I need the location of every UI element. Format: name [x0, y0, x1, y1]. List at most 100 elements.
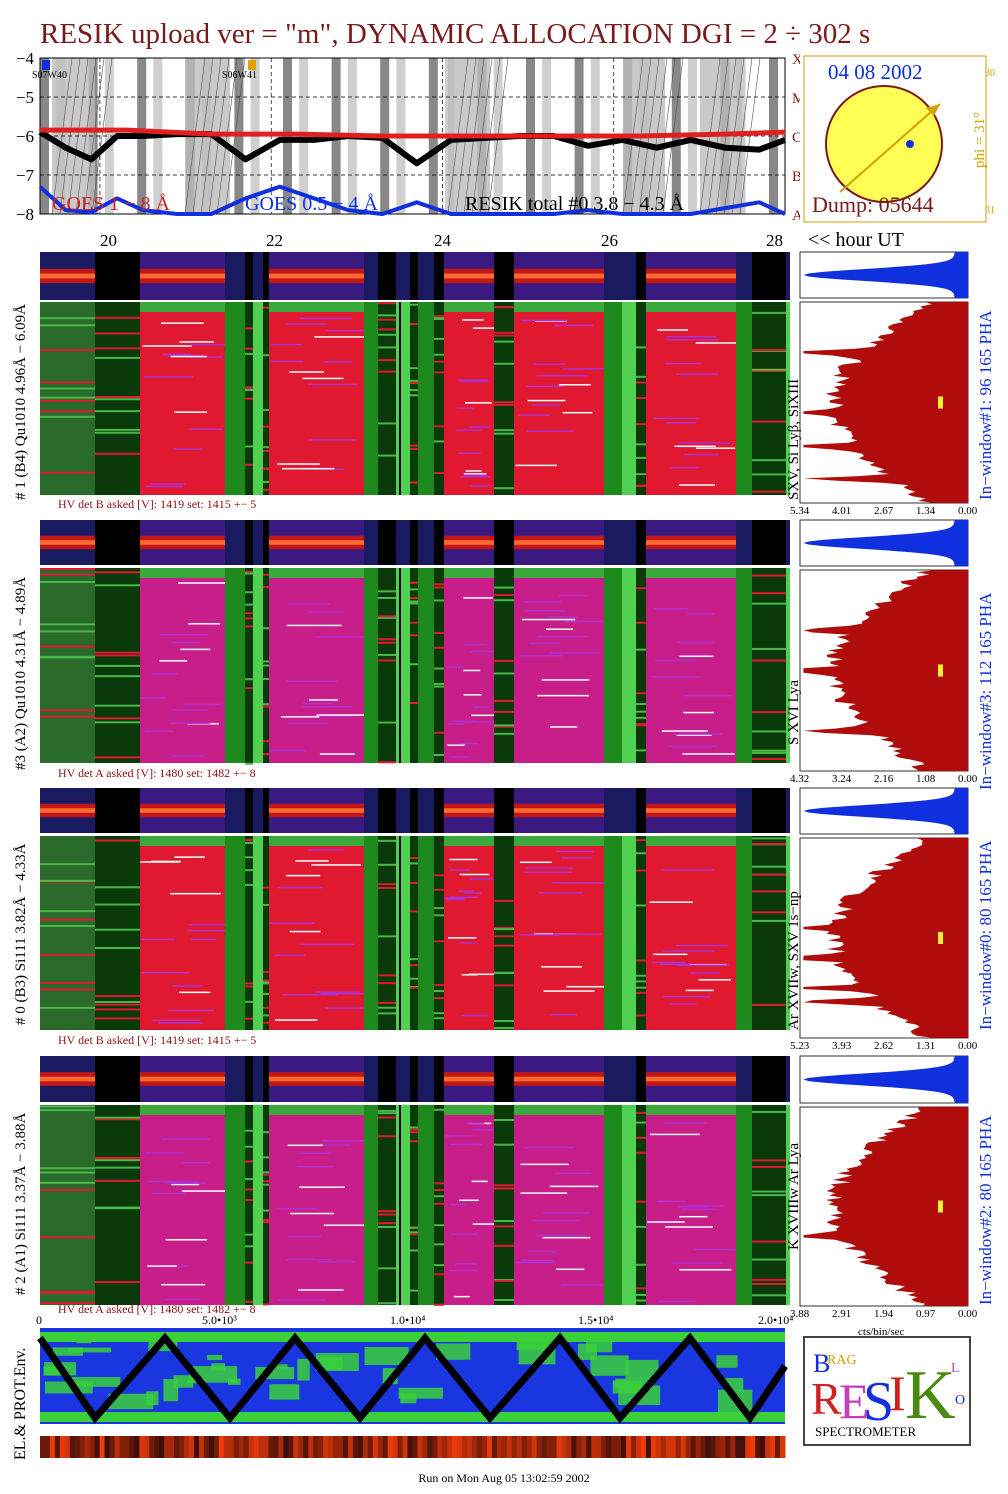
noise-line	[274, 1019, 318, 1021]
hour-tick: 28	[766, 231, 783, 250]
segment-edge	[140, 302, 225, 312]
spectrogram-segment	[752, 836, 786, 1030]
strip-line-core	[514, 540, 604, 545]
noise-line	[40, 988, 95, 991]
noise-line	[752, 459, 786, 462]
spectrogram-segment	[444, 302, 494, 495]
strip-segment	[494, 520, 514, 565]
heat-strip-cell	[392, 1436, 399, 1458]
noise-line	[667, 745, 718, 748]
strip-segment	[434, 788, 444, 833]
flare-position	[906, 140, 914, 148]
noise-line	[141, 971, 190, 974]
heat-strip-cell	[670, 1436, 677, 1458]
noise-line	[245, 1178, 253, 1181]
noise-line	[463, 1143, 483, 1146]
noise-line	[319, 753, 355, 755]
env-green-patch	[146, 1391, 159, 1406]
strip-line-core	[40, 808, 95, 813]
noise-line	[752, 592, 786, 595]
noise-line	[655, 659, 696, 662]
noise-line	[463, 473, 487, 475]
heat-strip-cell	[765, 1436, 771, 1458]
noise-line	[686, 613, 715, 615]
noise-line	[410, 910, 418, 913]
noise-line	[693, 1248, 736, 1251]
heat-strip-cell	[397, 1436, 404, 1458]
noise-line	[263, 468, 269, 471]
heat-strip-cell	[124, 1436, 130, 1458]
noise-line	[471, 714, 498, 717]
strip-segment	[604, 520, 622, 565]
noise-line	[434, 353, 444, 356]
strip-segment	[752, 788, 786, 833]
noise-line	[636, 381, 646, 384]
noise-line	[752, 1294, 786, 1297]
segment-edge	[646, 1105, 736, 1115]
heat-strip-cell	[645, 1436, 652, 1458]
noise-line	[95, 347, 140, 350]
env-green-patch	[398, 1387, 443, 1399]
noise-line	[445, 1135, 473, 1137]
heat-strip-cell	[208, 1436, 215, 1458]
spectrogram-segment	[494, 1105, 514, 1305]
heat-strip-cell	[382, 1436, 389, 1458]
noise-line	[263, 1156, 269, 1159]
noise-line	[519, 934, 560, 936]
heat-strip-cell	[432, 1436, 438, 1458]
spectrogram-segment	[410, 302, 418, 495]
noise-line	[95, 428, 140, 431]
noise-line	[95, 332, 140, 335]
strip-segment	[434, 1056, 444, 1102]
noise-line	[289, 371, 325, 373]
noise-line	[302, 377, 344, 380]
spectrogram-segment	[253, 302, 263, 495]
noise-line	[179, 341, 214, 343]
heat-strip-cell	[412, 1436, 418, 1458]
env-label: EL.& PROT.Env.	[12, 1347, 29, 1460]
heat-strip-cell	[367, 1436, 374, 1458]
spectrogram-segment	[494, 302, 514, 495]
noise-line	[95, 654, 140, 657]
heat-strip-cell	[134, 1436, 140, 1458]
noise-line	[669, 466, 700, 469]
noise-line	[40, 879, 95, 882]
noise-line	[245, 445, 253, 448]
noise-line	[525, 867, 573, 869]
noise-line	[434, 1188, 444, 1191]
noise-line	[636, 443, 646, 446]
histogram-tick: 3.24	[832, 773, 852, 785]
noise-line	[677, 442, 731, 444]
svg-text:K: K	[905, 1357, 956, 1434]
hour-axis-label: << hour UT	[808, 229, 904, 251]
histogram-tick: 1.31	[916, 1040, 936, 1052]
env-green-patch	[516, 1338, 556, 1351]
heat-strip-cell	[407, 1436, 413, 1458]
env-green-patch	[625, 1359, 659, 1380]
noise-line	[161, 1283, 206, 1286]
noise-line	[245, 397, 253, 400]
noise-line	[752, 865, 786, 868]
noise-line	[40, 1188, 95, 1191]
heat-strip-cell	[775, 1436, 781, 1458]
noise-line	[695, 447, 736, 449]
heat-strip-cell	[606, 1436, 612, 1458]
heat-strip-cell	[338, 1436, 344, 1458]
noise-line	[752, 490, 786, 493]
noise-line	[263, 982, 269, 985]
heat-strip-cell	[546, 1436, 553, 1458]
noise-line	[455, 429, 483, 431]
noise-line	[651, 675, 700, 678]
x-tick: 1.5•10⁴	[578, 1313, 614, 1327]
noise-line	[676, 964, 729, 966]
noise-line	[298, 1289, 344, 1291]
strip-segment	[622, 520, 636, 565]
strip-segment	[396, 252, 410, 300]
noise-line	[552, 933, 602, 935]
histogram-tick: 4.01	[832, 505, 852, 517]
strip-segment	[636, 252, 646, 300]
noise-line	[166, 1182, 207, 1184]
noise-line	[434, 317, 444, 320]
strip-segment	[786, 1056, 790, 1102]
noise-line	[95, 1017, 140, 1020]
